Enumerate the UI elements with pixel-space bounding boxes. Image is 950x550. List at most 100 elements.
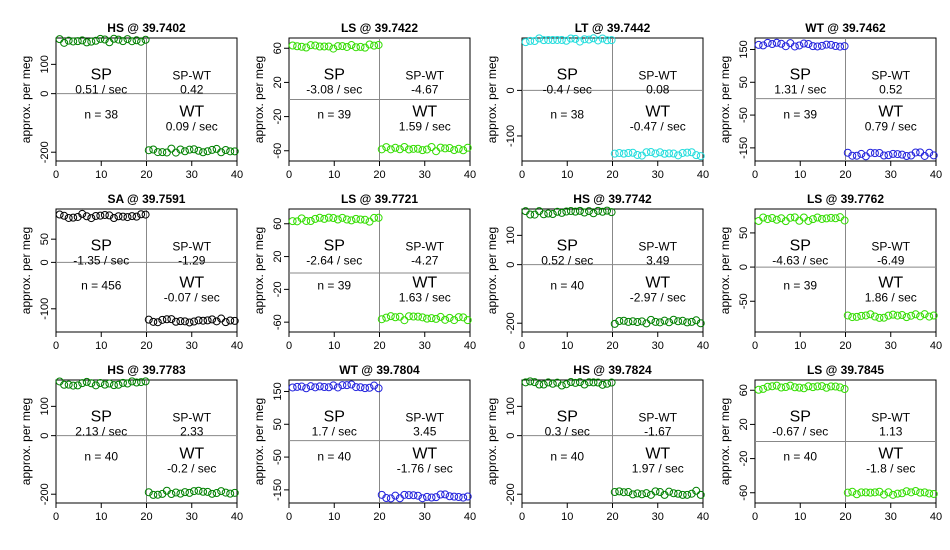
- y-tick-label: 20: [738, 418, 750, 430]
- wt-point: [916, 148, 925, 157]
- wt-point: [633, 318, 642, 327]
- sp-label: SP: [324, 237, 345, 254]
- sp-point: [827, 382, 836, 391]
- sp-point: [580, 208, 589, 217]
- sp-point: [347, 380, 356, 389]
- sp-point: [813, 382, 822, 391]
- sp-point: [338, 381, 347, 390]
- wt-point: [382, 313, 391, 322]
- sp-point: [539, 380, 548, 389]
- sp-point: [571, 34, 580, 43]
- y-tick-label: -150: [738, 137, 750, 159]
- wt-point: [208, 145, 217, 154]
- wt-point: [391, 143, 400, 152]
- panel-3: LT @ 39.7442 0 10 20 30 40 0 -100 approx. per me…: [485, 21, 709, 181]
- wt-point: [920, 310, 929, 319]
- wt-point: [610, 488, 619, 497]
- x-tick-label: 40: [231, 511, 243, 523]
- y-tick-label: 0: [39, 259, 51, 265]
- sp-point: [60, 211, 69, 220]
- wt-point: [674, 317, 683, 326]
- wt-point: [610, 149, 619, 158]
- sp-point: [548, 379, 557, 388]
- wt-point: [861, 488, 870, 497]
- diff-label: SP-WT: [871, 239, 910, 253]
- wt-point: [404, 312, 413, 321]
- diff-label: SP-WT: [405, 68, 444, 82]
- sp-point: [759, 41, 768, 50]
- sp-point: [365, 217, 374, 226]
- sp-rate: 0.51 / sec: [75, 82, 127, 96]
- sp-point: [356, 42, 365, 51]
- wt-point: [404, 491, 413, 500]
- diff-value: 0.08: [646, 82, 670, 96]
- wt-point: [194, 316, 203, 325]
- y-tick-label: -20: [272, 281, 284, 297]
- sp-point: [114, 212, 123, 221]
- wt-point: [463, 143, 472, 152]
- wt-point: [879, 490, 888, 499]
- wt-label: WT: [412, 275, 437, 292]
- x-tick-label: 20: [839, 169, 851, 181]
- wt-point: [454, 493, 463, 502]
- panel-title: LS @ 39.7721: [341, 192, 418, 206]
- wt-point: [660, 316, 669, 325]
- wt-point: [413, 312, 422, 321]
- sp-point: [544, 35, 553, 44]
- wt-point: [920, 488, 929, 497]
- sp-point: [329, 44, 338, 53]
- panel-title: SA @ 39.7591: [108, 192, 186, 206]
- wt-point: [929, 311, 938, 320]
- x-tick-label: 30: [652, 169, 664, 181]
- wt-point: [911, 310, 920, 319]
- wt-point: [423, 145, 432, 154]
- x-tick-label: 40: [697, 340, 709, 352]
- wt-point: [911, 148, 920, 157]
- sp-label: SP: [557, 66, 578, 83]
- wt-point: [194, 146, 203, 155]
- n-label: n = 40: [317, 450, 351, 464]
- sp-point: [365, 383, 374, 392]
- wt-point: [628, 148, 637, 157]
- wt-point: [409, 144, 418, 153]
- wt-point: [861, 311, 870, 320]
- wt-point: [893, 150, 902, 159]
- sp-point: [598, 207, 607, 216]
- wt-rate: 0.79 / sec: [865, 120, 917, 134]
- sp-point: [141, 210, 150, 219]
- diff-value: -4.67: [411, 82, 439, 96]
- sp-point: [306, 382, 315, 391]
- wt-point: [848, 151, 857, 160]
- wt-point: [902, 152, 911, 161]
- wt-point: [893, 311, 902, 320]
- wt-point: [875, 313, 884, 322]
- y-tick-label: 50: [738, 227, 750, 239]
- wt-point: [615, 148, 624, 157]
- sp-point: [772, 38, 781, 47]
- sp-point: [580, 35, 589, 44]
- wt-point: [683, 148, 692, 157]
- wt-rate: 1.97 / sec: [632, 462, 684, 476]
- x-tick-label: 40: [930, 169, 942, 181]
- sp-point: [594, 378, 603, 387]
- sp-rate: 0.3 / sec: [545, 424, 590, 438]
- n-label: n = 39: [783, 279, 817, 293]
- wt-point: [651, 149, 660, 158]
- wt-point: [656, 318, 665, 327]
- wt-point: [619, 488, 628, 497]
- wt-point: [879, 313, 888, 322]
- wt-point: [642, 319, 651, 328]
- sp-point: [128, 377, 137, 386]
- wt-point: [382, 494, 391, 503]
- wt-point: [678, 148, 687, 157]
- y-tick-label: -200: [505, 312, 517, 334]
- sp-point: [105, 211, 114, 220]
- wt-point: [870, 488, 879, 497]
- sp-point: [594, 206, 603, 215]
- sp-point: [754, 385, 763, 394]
- y-axis-label: approx. per meg: [19, 56, 33, 143]
- wt-point: [404, 145, 413, 154]
- x-tick-label: 20: [140, 169, 152, 181]
